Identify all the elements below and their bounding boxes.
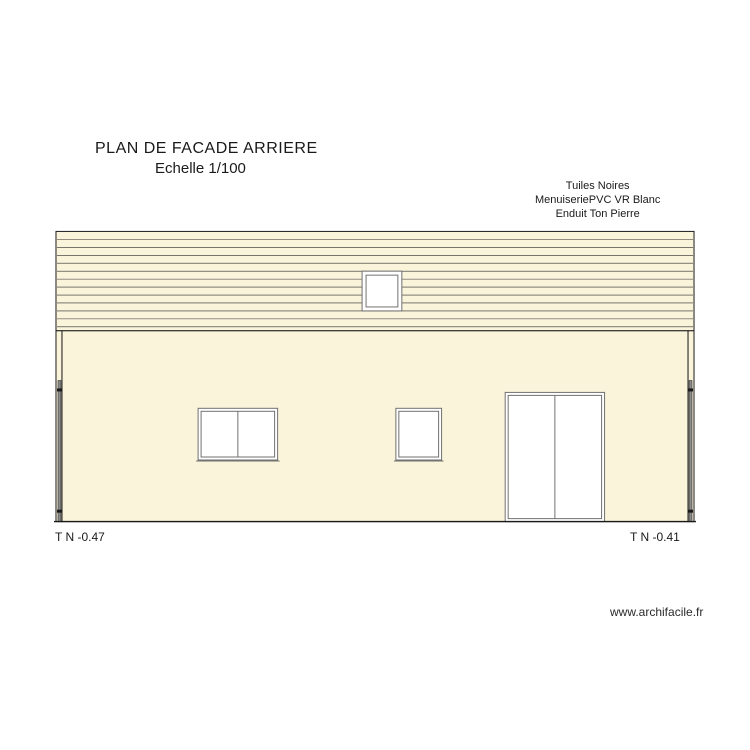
note-tiles: Tuiles Noires — [535, 180, 660, 194]
note-joinery: MenuiseriePVC VR Blanc — [535, 194, 660, 208]
ground-level-left: T N -0.47 — [55, 530, 105, 544]
title-line-1: PLAN DE FACADE ARRIERE — [95, 140, 318, 158]
facade-elevation — [54, 230, 696, 526]
title-line-2: Echelle 1/100 — [155, 160, 318, 177]
material-notes: Tuiles Noires MenuiseriePVC VR Blanc End… — [535, 180, 660, 221]
ground-level-right: T N -0.41 — [630, 530, 680, 544]
facade-svg — [54, 230, 696, 526]
source-credit: www.archifacile.fr — [610, 605, 703, 619]
drawing-title: PLAN DE FACADE ARRIERE Echelle 1/100 — [95, 140, 318, 177]
note-render: Enduit Ton Pierre — [535, 208, 660, 222]
